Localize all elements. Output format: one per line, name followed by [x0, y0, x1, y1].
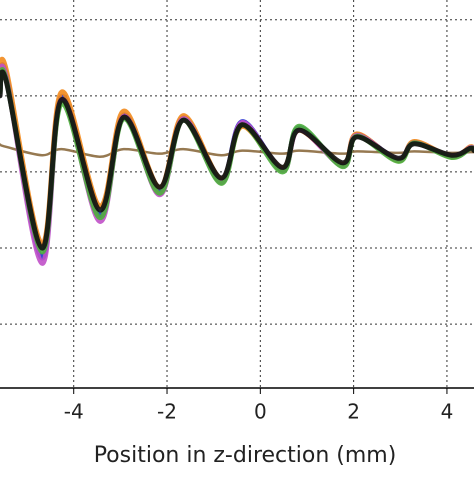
- x-tick-label: -4: [64, 400, 84, 424]
- x-axis-label: Position in z-direction (mm): [94, 443, 397, 468]
- x-tick-label: 0: [254, 400, 267, 424]
- data-line: [0, 143, 474, 158]
- x-tick-label: 4: [441, 400, 454, 424]
- plot-area: [0, 56, 474, 266]
- data-line: [0, 69, 474, 251]
- grid: [0, 0, 474, 388]
- x-tick-label: -2: [157, 400, 177, 424]
- data-line: [0, 67, 474, 255]
- x-tick-label: 2: [347, 400, 360, 424]
